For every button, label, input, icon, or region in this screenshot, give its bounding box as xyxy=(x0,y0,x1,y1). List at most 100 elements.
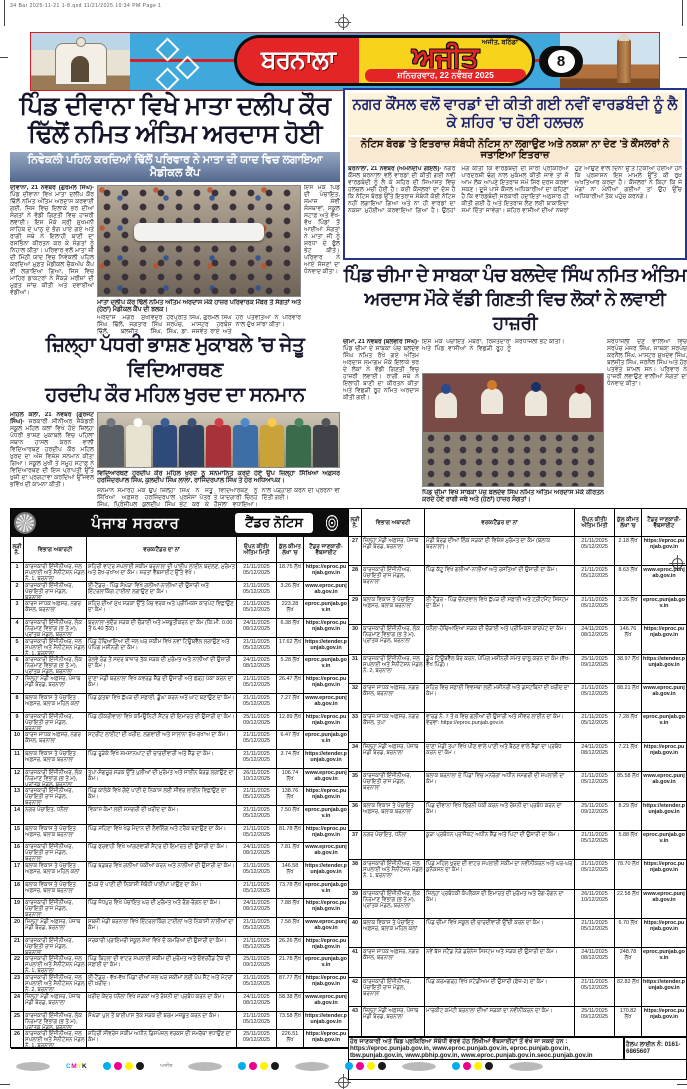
crowd-heads xyxy=(423,432,603,486)
tender-row: 6 ਕਾਰਜਕਾਰੀ ਇੰਜੀਨੀਅਰ, ਲੋਕ ਨਿਰਮਾਣ ਵਿਭਾਗ (ਭ … xyxy=(11,656,348,676)
tender-row: 19 ਕਾਰਜਕਾਰੀ ਇੰਜੀਨੀਅਰ, ਪੰਚਾਇਤੀ ਰਾਜ ਮੰਡਲ, ਬ… xyxy=(11,899,348,919)
tender-cell-no: 6 xyxy=(11,656,24,676)
tender-cell-no: 35 xyxy=(349,772,362,802)
kirtan-figure xyxy=(525,382,547,416)
tender-row: 15 ਬਲਾਕ ਵਿਕਾਸ ਤੇ ਪੰਚਾਇਤ ਅਫ਼ਸਰ, ਬਲਾਕ ਬਰਨਾਲ… xyxy=(11,824,348,844)
tender-cell-web: https://etender.punjab.gov.in xyxy=(304,862,348,881)
article1-headline-line2: ਢਿੱਲੋਂ ਨਮਿਤ ਅੰਤਿਮ ਅਰਦਾਸ ਹੋਈ xyxy=(27,120,323,148)
tender-cell-web: eproc.punjab.gov.in xyxy=(642,831,686,861)
tender-cell-no: 31 xyxy=(349,654,362,684)
tender-footer-row: ਹੋਰ ਜਾਣਕਾਰੀ ਅਤੇ ਬਿਡ ਪ੍ਰਕਿਰਿਆ ਸੰਬੰਧੀ ਵੇਰਵ… xyxy=(349,1036,686,1060)
tender-cell-no: 24 xyxy=(11,992,24,1012)
tender-cell-work: ਪਿੰਡ ਫਰਵਾਹੀ ਵਿਖੇ ਆਂਗਣਵਾੜੀ ਸੈਂਟਰ ਦੀ ਇਮਾਰਤ… xyxy=(87,843,237,862)
tender-cell-amt: 26.26 ਲੱਖ xyxy=(277,936,304,956)
tender-cell-dept: ਕਾਰਜਕਾਰੀ ਇੰਜੀਨੀਅਰ, ਪੰਚਾਇਤੀ ਰਾਜ ਮੰਡਲ, ਬਰਨ… xyxy=(362,772,425,802)
tender-cell-amt: 106.74 ਲੱਖ xyxy=(277,768,304,788)
tender-cell-date: 24/11/2025 08/12/2025 xyxy=(237,619,277,638)
tender-cell-work: ਮੰਡੀ ਬੋਰਡ ਦੀਆਂ ਲਿੰਕ ਸੜਕਾਂ ਦੀ ਵਿਸ਼ੇਸ਼ ਮੁਰ… xyxy=(425,537,575,567)
tender-row: 20 ਜ਼ਿਲ੍ਹਾ ਮੰਡੀ ਅਫ਼ਸਰ, ਪੰਜਾਬ ਮੰਡੀ ਬੋਰਡ, ਬ… xyxy=(11,918,348,937)
tender-cell-date: 21/11/2025 05/12/2025 xyxy=(575,683,615,714)
tender-row: 26 ਕਾਰਜਕਾਰੀ ਇੰਜੀਨੀਅਰ, ਜਲ ਸਪਲਾਈ ਅਤੇ ਸੈਨੀਟੇ… xyxy=(11,1030,348,1049)
tender-cell-work: ਪਿੰਡ ਹੰਢਿਆਇਆ ਦੀ ਜਲ ਘਰ ਸਕੀਮ ਵਿਖੇ ਨਵਾਂ ਟਿਊ… xyxy=(87,637,237,657)
tender-cell-amt: 7.58 ਲੱਖ xyxy=(277,918,304,937)
tender-cell-amt: 138.76 ਲੱਖ xyxy=(277,787,304,806)
tender-cell-web: eproc.punjab.gov.in xyxy=(642,596,686,626)
tender-cell-amt: 82.82 ਲੱਖ xyxy=(615,977,642,1008)
tender-cell-amt: 5.88 ਲੱਖ xyxy=(615,830,642,861)
cmyk-dots-icon xyxy=(345,1062,387,1070)
tender-cell-dept: ਜ਼ਿਲ੍ਹਾ ਮੰਡੀ ਅਫ਼ਸਰ, ਪੰਜਾਬ ਮੰਡੀ ਬੋਰਡ, ਬਰਨ… xyxy=(362,537,425,567)
tender-row: 10 ਕਾਰਜ ਸਾਧਕ ਅਫ਼ਸਰ, ਨਗਰ ਕੌਂਸਲ, ਬਰਨਾਲਾ ਸਟਰੀ… xyxy=(11,731,348,750)
government-title: ਪੰਜਾਬ ਸਰਕਾਰ xyxy=(91,514,180,532)
tender-cell-date: 24/11/2025 08/12/2025 xyxy=(575,625,615,655)
article3-dateline: ਬਰਨਾਲਾ, 21 ਨਵੰਬਰ (ਅਮਨਦੀਪ ਗੋਇਲ)- xyxy=(348,166,442,172)
tender-cell-amt: 6.70 ਲੱਖ xyxy=(615,919,642,949)
tender-cell-dept: ਕਾਰਜ ਸਾਧਕ ਅਫ਼ਸਰ, ਨਗਰ ਕੌਂਸਲ, ਬਰਨਾਲਾ xyxy=(24,731,87,750)
article1-dateline: ਦੀਵਾਨਾ, 21 ਨਵੰਬਰ (ਗੁਰਮੇਲ ਸਿੰਘ)- xyxy=(10,185,94,191)
tender-cell-web: eproc.punjab.gov.in xyxy=(304,806,348,825)
tender-cell-no: 42 xyxy=(349,977,362,1008)
tender-cell-web: https://eproc.punjab.gov.in xyxy=(304,713,348,732)
tender-table-right: ਲੜੀ ਨੰ. ਵਿਭਾਗ ਅਥਾਰਟੀ ਵਰਕ/ਟੈਂਡਰ ਦਾ ਨਾਂ ਓਪ… xyxy=(348,508,687,1080)
tender-cell-work: ਨਵੇਂ ਬੱਸ ਸਟੈਂਡ ਨੇੜੇ ਡਰੇਨੇਜ ਸਿਸਟਮ ਅਤੇ ਸੜਕ… xyxy=(425,948,575,978)
tender-row: 43 ਜ਼ਿਲ੍ਹਾ ਮੰਡੀ ਅਫ਼ਸਰ, ਪੰਜਾਬ ਮੰਡੀ ਬੋਰਡ, ਬ… xyxy=(349,1007,686,1037)
tender-row: 2 ਕਾਰਜਕਾਰੀ ਇੰਜੀਨੀਅਰ, ਪੰਚਾਇਤੀ ਰਾਜ ਮੰਡਲ, ਬਰ… xyxy=(11,581,348,601)
tender-cell-no: 18 xyxy=(11,880,24,900)
person-figure xyxy=(286,424,312,467)
article1-photo-caption: ਮਾਤਾ ਦਲੀਪ ਕੌਰ ਢਿੱਲੋਂ ਨਮਿਤ ਅੰਤਿਮ ਅਰਦਾਸ ਮੌ… xyxy=(97,299,301,314)
article4-dateline: ਚੀਮਾ, 21 ਨਵੰਬਰ (ਬਲਵੀਰ ਸਿੰਘ)- xyxy=(343,339,419,345)
article4-column-right: ਸ਼ਰਧਾਂਜਲੀ ਦੇਣ ਵਾਲਿਆਂ ਵਿਚ ਸਰਪੰਚ ਮੇਜਰ ਸਿੰਘ… xyxy=(607,339,687,387)
paper-banner: ਅਜੀਤ, ਬਠਿੰਡਾ ਅਜੀਤ ਸ਼ਨਿਚਰਵਾਰ, 22 ਨਵੰਬਰ 20… xyxy=(359,38,532,83)
tender-cell-dept: ਕਾਰਜਕਾਰੀ ਇੰਜੀਨੀਅਰ, ਪੰਚਾਇਤੀ ਰਾਜ ਮੰਡਲ, ਬਰਨ… xyxy=(24,581,87,601)
tender-cell-web: https://etender.punjab.gov.in xyxy=(642,802,686,831)
tender-cell-dept: ਕਾਰਜਕਾਰੀ ਇੰਜੀਨੀਅਰ, ਜਲ ਸਪਲਾਈ ਅਤੇ ਸੈਨੀਟੇਸ਼… xyxy=(24,637,87,657)
tender-cell-web: https://eproc.punjab.gov.in xyxy=(304,563,348,582)
tender-row: 28 ਕਾਰਜਕਾਰੀ ਇੰਜੀਨੀਅਰ, ਪੰਚਾਇਤੀ ਰਾਜ ਮੰਡਲ, ਬ… xyxy=(349,566,686,596)
tender-row: 8 ਬਲਾਕ ਵਿਕਾਸ ਤੇ ਪੰਚਾਇਤ ਅਫ਼ਸਰ, ਬਲਾਕ ਮਹਿਲ ਕ… xyxy=(11,693,348,713)
paper-name: ਅਜੀਤ xyxy=(412,42,479,72)
crop-mark xyxy=(677,1084,687,1085)
crop-mark xyxy=(0,1084,10,1085)
tender-cell-web: https://eproc.punjab.gov.in xyxy=(642,860,686,890)
tender-cell-dept: ਕਾਰਜਕਾਰੀ ਇੰਜੀਨੀਅਰ, ਪੰਚਾਇਤੀ ਰਾਜ ਮੰਡਲ, ਬਰਨ… xyxy=(24,936,87,956)
tender-cell-web: https://eproc.punjab.gov.in xyxy=(304,974,348,993)
cmyk-dots-icon xyxy=(103,1062,145,1070)
tender-cell-amt: 21.78 ਲੱਖ xyxy=(277,955,304,975)
tender-cell-web: www.eproc.punjab.gov.in xyxy=(304,694,348,713)
tender-cell-amt: 248.78 ਲੱਖ xyxy=(615,948,642,978)
tender-cell-amt: 3.26 ਲੱਖ xyxy=(615,595,642,626)
tender-cell-no: 39 xyxy=(349,889,362,920)
tender-cell-amt: 8.29 ਲੱਖ xyxy=(615,801,642,831)
city-banner: ਬਰਨਾਲਾ xyxy=(237,38,359,83)
tender-cell-no: 8 xyxy=(11,693,24,713)
tender-cell-amt: 2.18 ਲੱਖ xyxy=(615,537,642,567)
tender-banner: ਪੰਜਾਬ ਸਰਕਾਰ ਟੈਂਡਰ ਨੋਟਿਸ xyxy=(11,509,348,537)
tender-cell-work: ਪਿੰਡ ਸਹਿਣਾ ਵਿਖੇ ਖੇਡ ਮੈਦਾਨ ਦੀ ਲੈਵਲਿੰਗ ਅਤੇ… xyxy=(87,824,237,844)
article2-headline-line1: ਜ਼ਿਲ੍ਹਾ ਪੱਧਰੀ ਭਾਸ਼ਣ ਮੁਕਾਬਲੇ 'ਚ ਜੇਤੂ ਵਿਦਿ… xyxy=(45,334,305,381)
tender-cell-dept: ਕਾਰਜਕਾਰੀ ਇੰਜੀਨੀਅਰ, ਪੰਚਾਇਤੀ ਰਾਜ ਮੰਡਲ, ਬਰਨ… xyxy=(24,899,87,919)
tender-row: 34 ਜ਼ਿਲ੍ਹਾ ਮੰਡੀ ਅਫ਼ਸਰ, ਪੰਜਾਬ ਮੰਡੀ ਬੋਰਡ, ਬ… xyxy=(349,742,686,773)
tender-row: 12 ਕਾਰਜਕਾਰੀ ਇੰਜੀਨੀਅਰ, ਲੋਕ ਨਿਰਮਾਣ ਵਿਭਾਗ (ਭ… xyxy=(11,768,348,788)
tender-header-row: ਲੜੀ ਨੰ. ਵਿਭਾਗ ਅਥਾਰਟੀ ਵਰਕ/ਟੈਂਡਰ ਦਾ ਨਾਂ ਓਪ… xyxy=(349,509,686,537)
tender-cell-date: 21/11/2025 05/12/2025 xyxy=(237,974,277,993)
tender-cell-amt: 6.38 ਲੱਖ xyxy=(277,619,304,638)
tender-row: 11 ਬਲਾਕ ਵਿਕਾਸ ਤੇ ਪੰਚਾਇਤ ਅਫ਼ਸਰ, ਬਲਾਕ ਬਰਨਾਲ… xyxy=(11,749,348,769)
article1-headline-line1: ਪਿੰਡ ਦੀਵਾਨਾ ਵਿਖੇ ਮਾਤਾ ਦਲੀਪ ਕੌਰ xyxy=(19,92,331,120)
col-work: ਵਰਕ/ਟੈਂਡਰ ਦਾ ਨਾਂ xyxy=(87,537,237,563)
tender-cell-amt: 170.82 ਲੱਖ xyxy=(615,1007,642,1037)
tender-cell-dept: ਕਾਰਜਕਾਰੀ ਇੰਜੀਨੀਅਰ, ਲੋਕ ਨਿਰਮਾਣ ਵਿਭਾਗ (ਭ ਤ… xyxy=(24,1011,87,1031)
col-website: ਟੈਂਡਰ ਜਾਣਕਾਰੀ- ਵੈੱਬਸਾਈਟ xyxy=(642,509,686,537)
tender-cell-date: 21/11/2025 05/12/2025 xyxy=(237,862,277,881)
tender-cell-amt: 58.38 ਲੱਖ xyxy=(277,992,304,1012)
tender-cell-amt: 146.76 ਲੱਖ xyxy=(615,625,642,655)
tender-cell-dept: ਕਾਰਜਕਾਰੀ ਇੰਜੀਨੀਅਰ, ਜਲ ਸਪਲਾਈ ਅਤੇ ਸੈਨੀਟੇਸ਼… xyxy=(362,654,425,684)
plate-note: ਅਜੀਤ xyxy=(160,1063,173,1069)
tender-cell-dept: ਬਲਾਕ ਵਿਕਾਸ ਤੇ ਪੰਚਾਇਤ ਅਫ਼ਸਰ, ਬਲਾਕ ਬਰਨਾਲਾ xyxy=(362,801,425,831)
tender-cell-web: https://eproc.punjab.gov.in xyxy=(642,625,686,655)
tender-cell-web: https://eproc.punjab.gov.in xyxy=(642,919,686,949)
article4-photo-block: ਇਸ ਮੌਕੇ ਪੰਚਾਇਤ ਮੈਂਬਰਾਂ, ਰਿਸ਼ਤੇਦਾਰਾਂ ਅਤੇ … xyxy=(422,339,604,527)
tender-cell-date: 21/11/2025 05/12/2025 xyxy=(237,581,277,601)
tender-cell-amt: 5.28 ਲੱਖ xyxy=(277,656,304,676)
tender-cell-no: 38 xyxy=(349,860,362,890)
tender-row: 29 ਬਲਾਕ ਵਿਕਾਸ ਤੇ ਪੰਚਾਇਤ ਅਫ਼ਸਰ, ਬਲਾਕ ਬਰਨਾਲ… xyxy=(349,595,686,626)
